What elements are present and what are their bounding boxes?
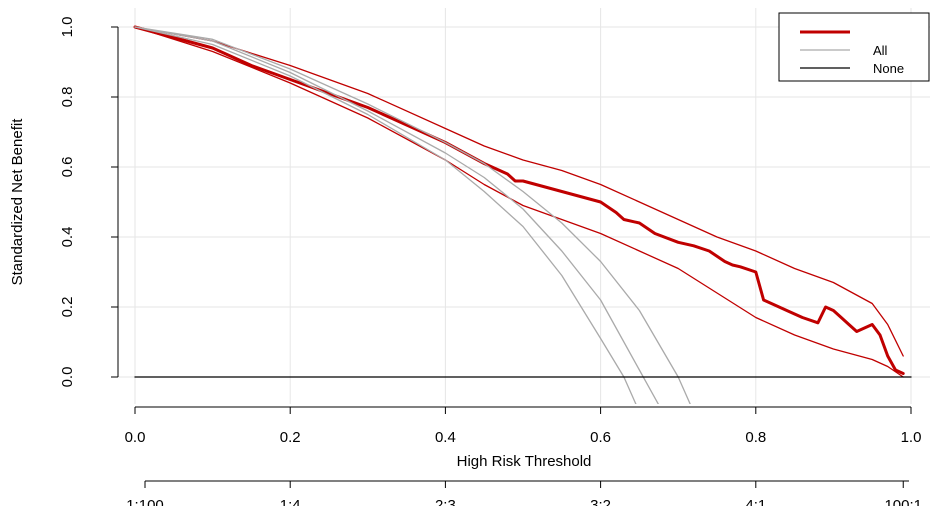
x-tick-label-1: 0.2 — [280, 429, 301, 446]
series-group — [133, 25, 912, 404]
secondary-x-tick-label-3: 3:2 — [590, 497, 611, 506]
y-tick-label-5: 1.0 — [59, 17, 76, 38]
secondary-x-tick-label-1: 1:4 — [280, 497, 301, 506]
x-axis-label: High Risk Threshold — [457, 453, 592, 470]
legend: All None — [778, 12, 930, 82]
x-tick-label-3: 0.6 — [590, 429, 611, 446]
series-line-model — [133, 25, 905, 375]
series-line-all-lower — [134, 26, 637, 404]
legend-label-2: None — [873, 61, 904, 76]
series-line-all-upper — [134, 26, 691, 404]
y-tick-label-0: 0.0 — [59, 367, 76, 388]
series-line-all-mid — [134, 26, 660, 404]
secondary-x-tick-label-0: 1:100 — [126, 497, 164, 506]
legend-box — [778, 12, 930, 82]
secondary-x-tick-label-5: 100:1 — [884, 497, 922, 506]
series-line-model-lower — [134, 26, 904, 378]
series-line-model-upper — [134, 26, 904, 357]
x-tick-label-2: 0.4 — [435, 429, 456, 446]
axes-group: 0.0 0.2 0.4 0.6 0.8 1.0 0.0 0.2 0.4 0.6 0.8 1.0 1:10… — [59, 17, 922, 506]
x-tick-label-4: 0.8 — [745, 429, 766, 446]
y-tick-label-1: 0.2 — [59, 297, 76, 318]
secondary-x-tick-label-4: 4:1 — [745, 497, 766, 506]
y-tick-label-4: 0.8 — [59, 87, 76, 108]
x-tick-label-0: 0.0 — [125, 429, 146, 446]
secondary-x-tick-label-2: 2:3 — [435, 497, 456, 506]
y-tick-label-3: 0.6 — [59, 157, 76, 178]
x-tick-label-5: 1.0 — [901, 429, 922, 446]
y-tick-label-2: 0.4 — [59, 227, 76, 248]
legend-label-1: All — [873, 43, 888, 58]
y-axis-label: Standardized Net Benefit — [9, 118, 26, 286]
